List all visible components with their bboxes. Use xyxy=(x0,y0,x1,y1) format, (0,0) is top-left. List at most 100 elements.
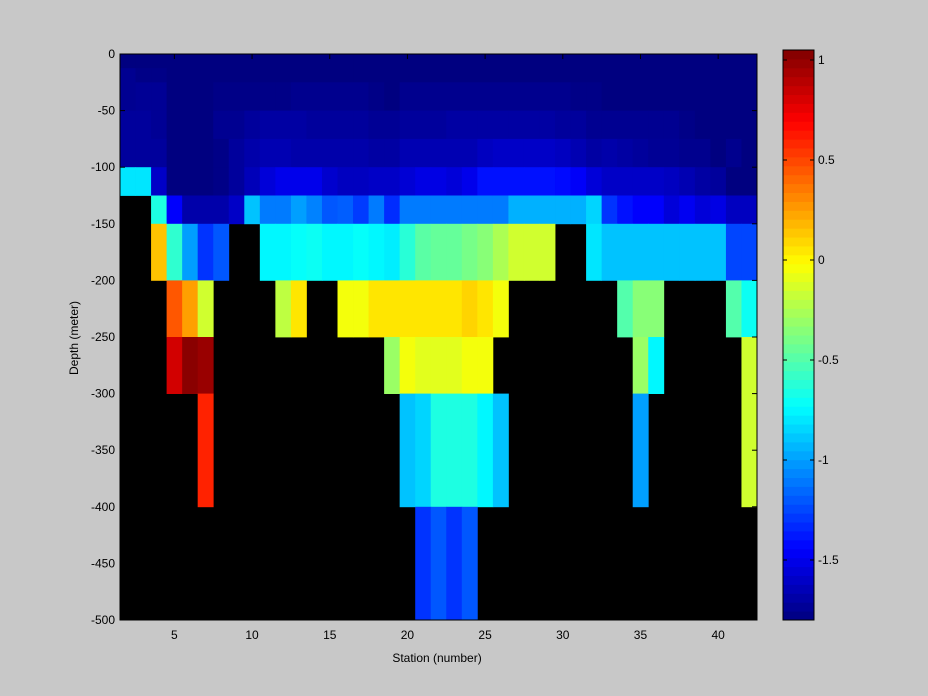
colorbar-band xyxy=(783,263,814,274)
colorbar-band xyxy=(783,343,814,354)
heatmap-cell xyxy=(694,54,711,69)
heatmap-cell xyxy=(399,280,416,338)
heatmap-cell xyxy=(259,82,276,111)
heatmap-cell xyxy=(555,82,571,111)
colorbar-tick-label: 0 xyxy=(818,253,825,267)
heatmap-cell xyxy=(321,82,338,111)
heatmap-cell xyxy=(601,82,618,111)
heatmap-cell xyxy=(120,138,136,168)
heatmap-cell xyxy=(244,68,261,83)
heatmap-cell xyxy=(648,167,665,196)
heatmap-cell xyxy=(586,138,603,168)
heatmap-cell xyxy=(321,68,338,83)
heatmap-cell xyxy=(632,280,649,338)
heatmap-cell xyxy=(523,223,540,281)
heatmap-cell xyxy=(368,195,385,225)
x-tick-label: 20 xyxy=(401,628,415,642)
heatmap-cell xyxy=(694,82,711,111)
heatmap-cell xyxy=(228,138,245,168)
heatmap-cell xyxy=(306,54,323,69)
heatmap-cell xyxy=(151,68,168,83)
y-tick-label: -200 xyxy=(91,273,115,287)
heatmap-cell xyxy=(492,110,509,140)
colorbar-band xyxy=(783,584,814,594)
heatmap-cell xyxy=(446,167,463,196)
heatmap-cell xyxy=(228,54,245,69)
heatmap-cell xyxy=(648,110,665,140)
heatmap-cell xyxy=(461,195,478,225)
heatmap-cell xyxy=(120,167,136,196)
colorbar-band xyxy=(783,156,814,167)
heatmap-cell xyxy=(384,223,401,281)
heatmap-cell xyxy=(461,54,478,69)
heatmap-cell xyxy=(166,82,183,111)
colorbar-band xyxy=(783,121,814,131)
heatmap-cell xyxy=(430,506,447,621)
heatmap-cell xyxy=(539,223,556,281)
heatmap-cell xyxy=(290,167,307,196)
heatmap-cell xyxy=(275,280,292,338)
colorbar-band xyxy=(783,139,814,149)
heatmap-cell xyxy=(337,68,354,83)
colorbar-band xyxy=(783,219,814,229)
heatmap-cell xyxy=(710,68,727,83)
colorbar-band xyxy=(783,370,814,381)
heatmap-cell xyxy=(461,138,478,168)
heatmap-cell xyxy=(586,110,603,140)
heatmap-cell xyxy=(648,280,665,338)
heatmap-cell xyxy=(679,110,696,140)
heatmap-cell xyxy=(477,393,494,508)
heatmap-cell xyxy=(492,82,509,111)
heatmap-cell xyxy=(725,68,742,83)
colorbar-band xyxy=(783,361,814,372)
heatmap-cell xyxy=(741,167,758,196)
colorbar-band xyxy=(783,299,814,309)
heatmap-cell xyxy=(306,223,323,281)
heatmap-cell xyxy=(213,82,230,111)
heatmap-cell xyxy=(213,138,230,168)
heatmap-cell xyxy=(461,82,478,111)
heatmap-cell xyxy=(694,110,711,140)
heatmap-cell xyxy=(710,195,727,225)
heatmap-cell xyxy=(275,167,292,196)
heatmap-cell xyxy=(679,138,696,168)
heatmap-cell xyxy=(228,68,245,83)
heatmap-cell xyxy=(632,110,649,140)
heatmap-cell xyxy=(617,223,634,281)
heatmap-cell xyxy=(648,138,665,168)
x-tick-label: 5 xyxy=(171,628,178,642)
heatmap-cell xyxy=(337,138,354,168)
heatmap-cell xyxy=(632,138,649,168)
heatmap-cell xyxy=(430,195,447,225)
heatmap-cell xyxy=(694,68,711,83)
heatmap-cell xyxy=(182,110,199,140)
heatmap-cell xyxy=(586,195,603,225)
heatmap-cell xyxy=(290,138,307,168)
heatmap-cell xyxy=(663,68,680,83)
heatmap-cell xyxy=(275,138,292,168)
heatmap-cell xyxy=(151,195,168,225)
heatmap-cell xyxy=(741,110,758,140)
colorbar-band xyxy=(783,477,814,487)
heatmap-cell xyxy=(586,167,603,196)
heatmap-cell xyxy=(492,223,509,281)
heatmap-cell xyxy=(415,393,432,508)
colorbar-band xyxy=(783,530,814,541)
colorbar-band xyxy=(783,513,814,523)
heatmap-cell xyxy=(399,82,416,111)
heatmap-cell xyxy=(523,167,540,196)
heatmap-cell xyxy=(353,223,369,281)
heatmap-cell xyxy=(197,110,214,140)
heatmap-cell xyxy=(151,223,168,281)
heatmap-cell xyxy=(617,110,634,140)
heatmap-cell xyxy=(337,167,354,196)
heatmap-cell xyxy=(151,54,168,69)
heatmap-cell xyxy=(166,110,183,140)
heatmap-cell xyxy=(710,223,727,281)
heatmap-cell xyxy=(741,68,758,83)
heatmap-cell xyxy=(244,138,261,168)
y-axis-label: Depth (meter) xyxy=(67,301,81,375)
colorbar-band xyxy=(783,459,814,470)
heatmap-cell xyxy=(710,54,727,69)
